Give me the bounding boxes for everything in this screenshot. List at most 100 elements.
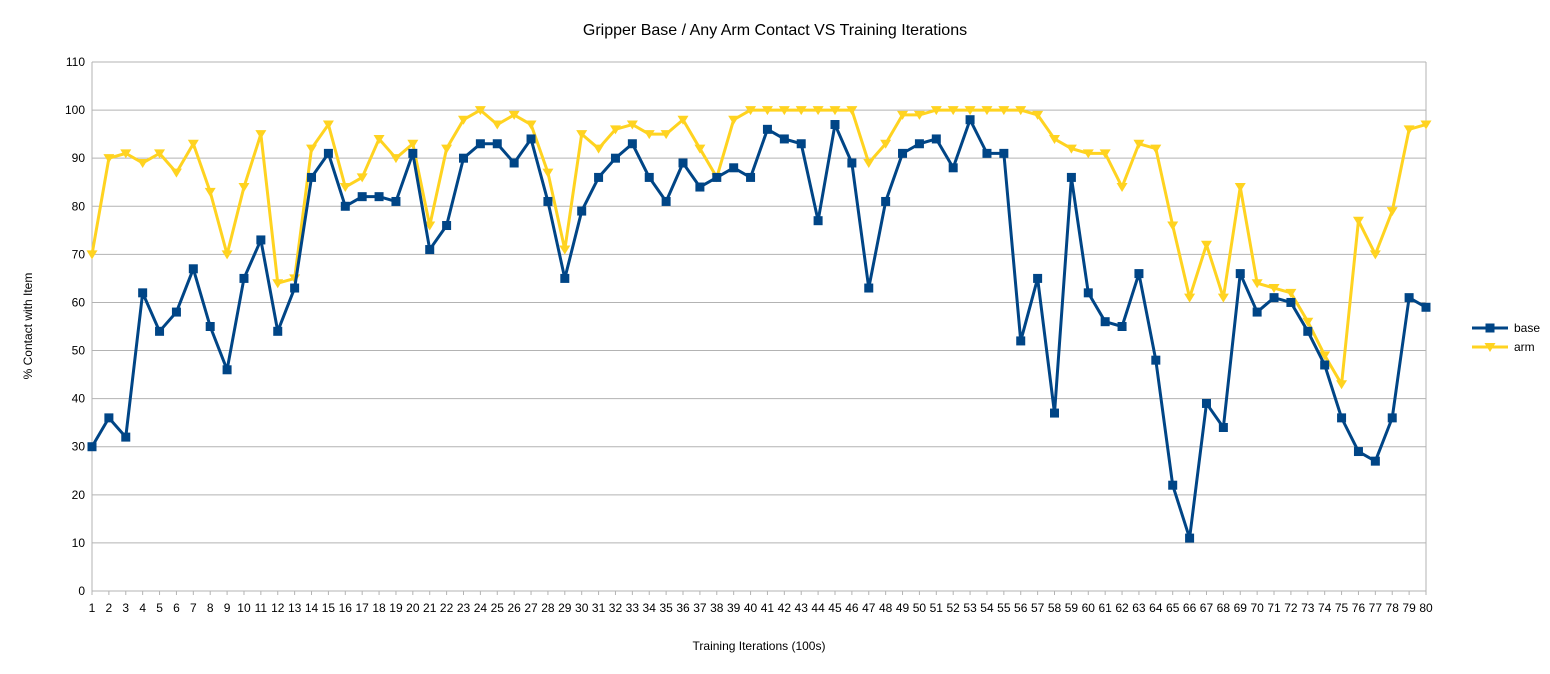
base-point <box>290 283 300 293</box>
arm-point <box>154 149 166 159</box>
x-tick-label: 17 <box>355 601 369 615</box>
x-tick-label: 49 <box>896 601 910 615</box>
arm-point <box>1167 221 1179 231</box>
x-tick-label: 8 <box>207 601 214 615</box>
base-point <box>104 413 114 423</box>
base-point <box>881 196 891 206</box>
base-point <box>1066 172 1076 182</box>
x-tick-label: 26 <box>507 601 521 615</box>
base-point <box>644 172 654 182</box>
base-point <box>1168 480 1178 490</box>
x-tick-label: 69 <box>1234 601 1248 615</box>
x-tick-label: 73 <box>1301 601 1315 615</box>
x-tick-label: 47 <box>862 601 876 615</box>
x-tick-label: 45 <box>828 601 842 615</box>
arm-point <box>728 115 740 125</box>
y-tick-label: 90 <box>72 151 86 165</box>
x-tick-label: 80 <box>1419 601 1433 615</box>
x-tick-label: 50 <box>913 601 927 615</box>
base-point <box>1303 326 1313 336</box>
arm-point <box>795 106 807 116</box>
x-tick-label: 28 <box>541 601 555 615</box>
x-tick-label: 67 <box>1200 601 1214 615</box>
arm-point <box>1386 207 1398 217</box>
x-tick-label: 21 <box>423 601 437 615</box>
base-point <box>1404 293 1414 303</box>
arm-point <box>272 279 284 289</box>
arm-point <box>897 110 909 120</box>
x-tick-label: 23 <box>457 601 471 615</box>
x-tick-label: 19 <box>389 601 403 615</box>
x-tick-label: 34 <box>643 601 657 615</box>
arm-point <box>1184 293 1196 303</box>
x-tick-label: 20 <box>406 601 420 615</box>
x-tick-label: 71 <box>1267 601 1281 615</box>
arm-point <box>626 120 638 130</box>
arm-point <box>187 139 199 149</box>
x-tick-label: 61 <box>1098 601 1112 615</box>
base-point <box>1016 336 1026 346</box>
x-tick-label: 43 <box>795 601 809 615</box>
legend-item-base: base <box>1472 318 1540 337</box>
arm-point <box>1403 125 1415 135</box>
base-point <box>931 134 941 144</box>
arm-point <box>1251 279 1263 289</box>
x-tick-label: 72 <box>1284 601 1298 615</box>
arm-point <box>441 144 453 154</box>
base-point <box>1117 322 1127 331</box>
arm-point <box>204 187 216 197</box>
arm-point <box>1065 144 1077 154</box>
base-point <box>408 148 418 158</box>
x-tick-label: 38 <box>710 601 724 615</box>
arm-point <box>1234 183 1246 193</box>
arm-point <box>593 144 605 154</box>
base-point <box>627 139 637 149</box>
legend-marker <box>1485 323 1495 332</box>
base-point <box>205 322 215 331</box>
x-tick-label: 68 <box>1217 601 1231 615</box>
x-tick-label: 51 <box>930 601 944 615</box>
base-point <box>222 365 232 375</box>
arm-point <box>525 120 537 130</box>
x-tick-label: 2 <box>106 601 113 615</box>
x-tick-label: 15 <box>322 601 336 615</box>
base-point <box>1286 297 1296 307</box>
base-point <box>729 163 739 173</box>
chart-title: Gripper Base / Any Arm Contact VS Traini… <box>582 22 968 39</box>
base-point <box>425 245 435 255</box>
series-arm <box>86 106 1432 390</box>
x-tick-label: 75 <box>1335 601 1349 615</box>
x-tick-label: 31 <box>592 601 606 615</box>
arm-point <box>761 106 773 116</box>
arm-point <box>609 125 621 135</box>
x-tick-label: 66 <box>1183 601 1197 615</box>
x-tick-label: 57 <box>1031 601 1045 615</box>
arm-point <box>1015 106 1027 116</box>
base-point <box>1252 307 1262 317</box>
arm-point <box>643 130 655 140</box>
arm-point <box>778 106 790 116</box>
y-tick-label: 60 <box>72 295 86 309</box>
base-point <box>492 139 502 149</box>
base-point <box>374 192 384 202</box>
legend-swatch-base <box>1472 323 1508 332</box>
arm-point <box>1032 110 1044 120</box>
arm-point <box>1116 183 1128 193</box>
base-point <box>307 172 317 182</box>
base-point <box>323 148 333 158</box>
base-point <box>1387 413 1397 423</box>
x-tick-label: 70 <box>1250 601 1264 615</box>
x-tick-label: 65 <box>1166 601 1180 615</box>
base-point <box>864 283 874 293</box>
x-tick-label: 63 <box>1132 601 1146 615</box>
base-point <box>948 163 958 173</box>
x-tick-label: 53 <box>963 601 977 615</box>
x-tick-label: 59 <box>1065 601 1079 615</box>
x-tick-label: 60 <box>1082 601 1096 615</box>
legend-marker <box>1484 342 1496 352</box>
x-tick-label: 46 <box>845 601 859 615</box>
series-base <box>87 115 1431 543</box>
arm-point <box>559 245 571 255</box>
x-tick-label: 55 <box>997 601 1011 615</box>
arm-point <box>238 183 250 193</box>
